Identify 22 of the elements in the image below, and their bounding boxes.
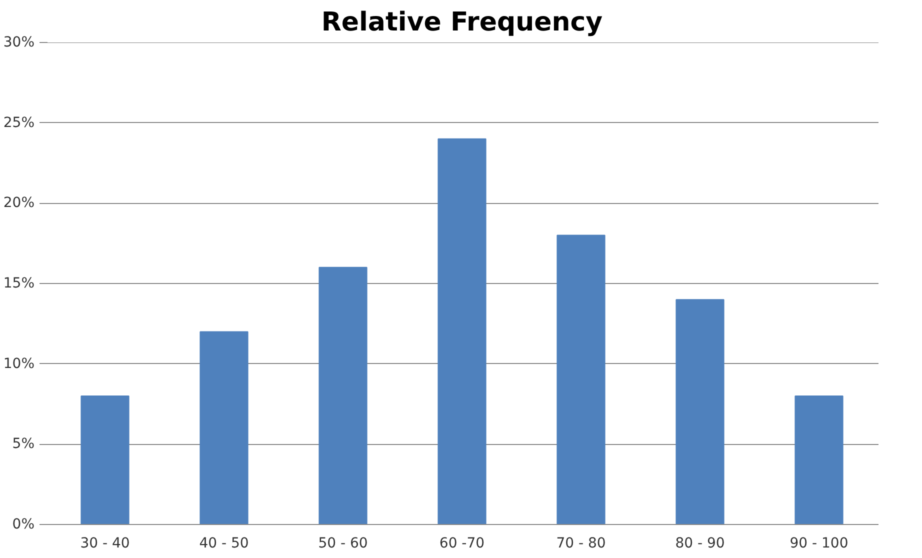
bar [438, 138, 486, 524]
bar [80, 395, 130, 524]
y-tick-label: 20% [3, 195, 35, 212]
x-tick-label: 60 -70 [439, 536, 485, 552]
x-tick-label: 90 - 100 [790, 536, 848, 552]
y-tick-label: 10% [3, 356, 35, 372]
y-tick-label: 25% [3, 114, 35, 131]
x-tick-label: 30 - 40 [80, 536, 130, 552]
bar [794, 395, 844, 524]
bar [200, 331, 248, 524]
y-tick-label: 15% [3, 276, 35, 292]
chart-title: Relative Frequency [321, 8, 603, 38]
x-tick-label: 40 - 50 [199, 536, 249, 552]
x-tick-label: 70 - 80 [556, 536, 606, 552]
bar [556, 234, 606, 524]
bar [318, 266, 368, 524]
y-tick-label: 30% [3, 34, 35, 50]
y-tick-label: 5% [12, 436, 35, 452]
x-tick-label: 80 - 90 [675, 536, 725, 552]
bar [676, 299, 724, 524]
y-tick-label: 0% [12, 516, 35, 532]
x-tick-label: 50 - 60 [318, 536, 368, 552]
